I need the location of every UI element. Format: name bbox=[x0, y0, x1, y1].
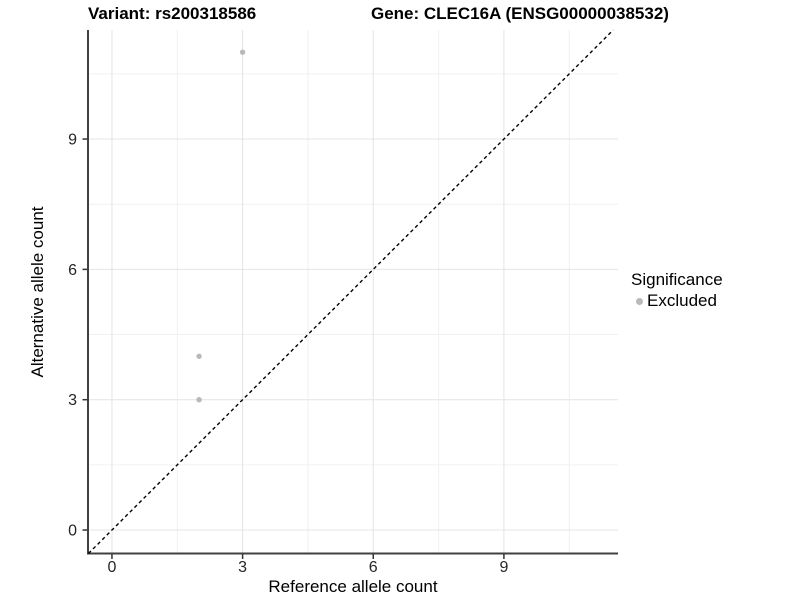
x-tick-label: 0 bbox=[107, 559, 116, 576]
legend-item-excluded: Excluded bbox=[631, 291, 723, 311]
legend: Significance Excluded bbox=[631, 269, 723, 311]
x-axis-title: Reference allele count bbox=[268, 577, 438, 596]
plot-title-gene: Gene: CLEC16A (ENSG00000038532) bbox=[371, 4, 669, 23]
legend-title: Significance bbox=[631, 270, 723, 289]
data-point bbox=[196, 353, 202, 359]
y-tick-label: 3 bbox=[68, 392, 77, 409]
y-axis-title: Alternative allele count bbox=[28, 206, 47, 378]
y-tick-label: 6 bbox=[68, 262, 77, 279]
identity-line bbox=[87, 29, 614, 554]
plot-title-variant: Variant: rs200318586 bbox=[88, 4, 257, 23]
legend-point-icon bbox=[636, 297, 643, 305]
y-tick-label: 0 bbox=[68, 523, 77, 540]
x-tick-label: 9 bbox=[499, 559, 508, 576]
data-point bbox=[239, 49, 246, 55]
x-tick-label: 3 bbox=[238, 559, 247, 576]
x-tick-label: 6 bbox=[369, 559, 378, 576]
y-tick-label: 9 bbox=[68, 132, 77, 149]
legend-item-label: Excluded bbox=[647, 291, 717, 310]
data-point bbox=[196, 397, 202, 403]
